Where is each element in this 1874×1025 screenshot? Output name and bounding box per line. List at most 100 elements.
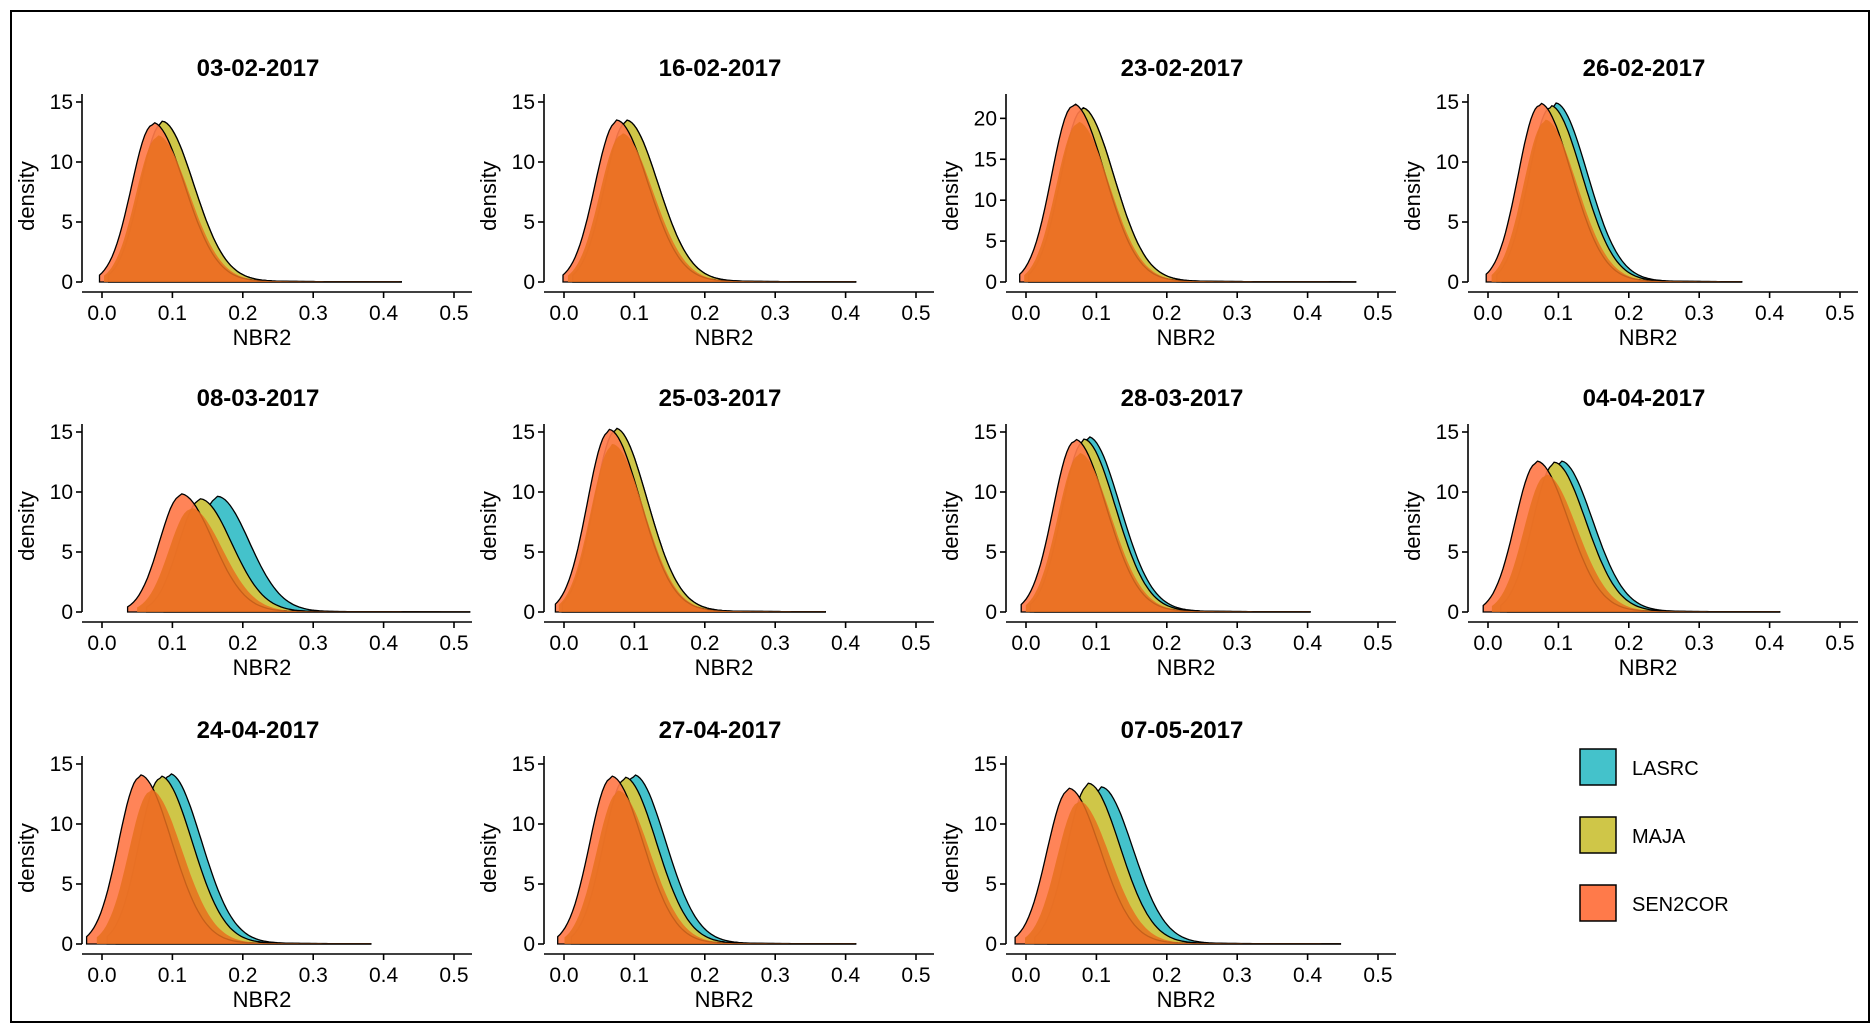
- density-panel: 27-04-2017 0 5 10 15 0.0 0.1 0.2 0.3 0.4 0.5 NBR2 de…: [476, 717, 934, 1012]
- x-tick-label: 0.0: [1011, 302, 1040, 325]
- x-tick-label: 0.4: [1293, 302, 1323, 325]
- density-panel: 08-03-2017 0 5 10 15 0.0 0.1 0.2 0.3 0.4 0.5 NBR2 de…: [14, 385, 472, 680]
- density-panel: 16-02-2017 0 5 10 15 0.0 0.1 0.2 0.3 0.4 0.5 NBR2 de…: [476, 55, 934, 350]
- y-tick-label: 15: [512, 421, 535, 444]
- x-tick-label: 0.2: [690, 302, 719, 325]
- y-tick-label: 0: [61, 271, 73, 294]
- y-tick-label: 0: [61, 601, 73, 624]
- x-tick-label: 0.5: [439, 632, 468, 655]
- y-tick-label: 5: [61, 211, 73, 234]
- density-overlap: [564, 790, 856, 944]
- x-tick-label: 0.3: [1223, 964, 1252, 987]
- x-tick-label: 0.2: [1152, 632, 1181, 655]
- x-tick-label: 0.1: [158, 632, 187, 655]
- x-tick-label: 0.2: [228, 632, 257, 655]
- legend: LASRC MAJA SEN2COR: [1579, 748, 1729, 922]
- panel-title: 08-03-2017: [197, 385, 320, 412]
- x-tick-label: 0.5: [901, 964, 930, 987]
- density-panel: 07-05-2017 0 5 10 15 0.0 0.1 0.2 0.3 0.4 0.5 NBR2 de…: [938, 717, 1396, 1012]
- density-overlap: [1025, 453, 1310, 612]
- x-tick-label: 0.4: [831, 302, 861, 325]
- x-tick-label: 0.2: [690, 964, 719, 987]
- y-tick-label: 10: [974, 813, 997, 836]
- y-tick-label: 5: [61, 541, 73, 564]
- y-axis-title: density: [938, 161, 963, 231]
- x-tick-label: 0.5: [1363, 632, 1392, 655]
- x-axis-title: NBR2: [695, 325, 754, 350]
- y-tick-label: 5: [523, 873, 535, 896]
- legend-swatch-lasrc: [1579, 748, 1617, 786]
- density-panel: 03-02-2017 0 5 10 15 0.0 0.1 0.2 0.3 0.4 0.5 NBR2 de…: [14, 55, 472, 350]
- y-tick-label: 15: [974, 148, 997, 171]
- density-overlap: [558, 443, 826, 612]
- x-tick-label: 0.3: [1685, 302, 1714, 325]
- x-axis-title: NBR2: [1157, 987, 1216, 1012]
- panel-title: 03-02-2017: [197, 55, 320, 82]
- panel-title: 27-04-2017: [659, 717, 782, 744]
- x-tick-label: 0.2: [1152, 302, 1181, 325]
- density-overlap: [104, 135, 402, 282]
- x-tick-label: 0.4: [1293, 632, 1323, 655]
- y-axis-title: density: [938, 823, 963, 893]
- density-panel: 04-04-2017 0 5 10 15 0.0 0.1 0.2 0.3 0.4 0.5 NBR2 de…: [1400, 385, 1858, 680]
- density-panel: 23-02-2017 0 5 10 15 20 0.0 0.1 0.2 0.3 0.4 0.5 NBR2…: [938, 55, 1396, 350]
- legend-label-lasrc: LASRC: [1632, 758, 1699, 780]
- x-tick-label: 0.2: [1614, 632, 1643, 655]
- density-overlap: [1025, 800, 1341, 944]
- x-axis-title: NBR2: [233, 325, 292, 350]
- y-tick-label: 10: [50, 481, 73, 504]
- x-tick-label: 0.3: [1223, 302, 1252, 325]
- x-tick-label: 0.4: [369, 632, 399, 655]
- density-overlap: [1491, 474, 1780, 612]
- y-tick-label: 15: [1436, 91, 1459, 114]
- x-tick-label: 0.1: [158, 964, 187, 987]
- x-tick-label: 0.3: [1685, 632, 1714, 655]
- x-tick-label: 0.0: [1011, 964, 1040, 987]
- legend-swatch-sen2cor: [1579, 884, 1617, 922]
- y-axis-title: density: [14, 161, 39, 231]
- y-tick-label: 15: [512, 91, 535, 114]
- y-tick-label: 15: [974, 421, 997, 444]
- x-tick-label: 0.3: [299, 302, 328, 325]
- y-axis-title: density: [476, 161, 501, 231]
- x-tick-label: 0.3: [299, 964, 328, 987]
- x-tick-label: 0.0: [549, 302, 578, 325]
- y-axis-title: density: [476, 491, 501, 561]
- x-tick-label: 0.0: [87, 302, 116, 325]
- x-tick-label: 0.0: [1473, 302, 1502, 325]
- x-tick-label: 0.1: [1544, 302, 1573, 325]
- density-plots-svg: 03-02-2017 0 5 10 15 0.0 0.1 0.2 0.3 0.4 0.5 NBR2 de…: [14, 55, 1858, 1012]
- x-tick-label: 0.5: [1825, 302, 1854, 325]
- y-axis-title: density: [14, 823, 39, 893]
- y-tick-label: 5: [985, 230, 997, 253]
- panel-title: 16-02-2017: [659, 55, 782, 82]
- y-tick-label: 15: [50, 753, 73, 776]
- x-tick-label: 0.3: [761, 964, 790, 987]
- density-panel: 25-03-2017 0 5 10 15 0.0 0.1 0.2 0.3 0.4 0.5 NBR2 de…: [476, 385, 934, 680]
- y-tick-label: 0: [61, 933, 73, 956]
- x-tick-label: 0.0: [549, 632, 578, 655]
- density-overlap: [1491, 119, 1742, 282]
- x-axis-title: NBR2: [1619, 325, 1678, 350]
- panel-title: 26-02-2017: [1583, 55, 1706, 82]
- y-tick-label: 0: [985, 933, 997, 956]
- panel-title: 25-03-2017: [659, 385, 782, 412]
- x-tick-label: 0.0: [549, 964, 578, 987]
- y-axis-title: density: [938, 491, 963, 561]
- density-panel: 28-03-2017 0 5 10 15 0.0 0.1 0.2 0.3 0.4 0.5 NBR2 de…: [938, 385, 1396, 680]
- y-tick-label: 20: [974, 107, 997, 130]
- panel-title: 04-04-2017: [1583, 385, 1706, 412]
- y-tick-label: 0: [523, 933, 535, 956]
- y-tick-label: 10: [974, 481, 997, 504]
- y-axis-title: density: [1400, 491, 1425, 561]
- density-overlap: [137, 508, 470, 612]
- y-axis-title: density: [476, 823, 501, 893]
- y-tick-label: 0: [1447, 271, 1459, 294]
- x-tick-label: 0.5: [1363, 964, 1392, 987]
- y-tick-label: 10: [50, 813, 73, 836]
- x-tick-label: 0.1: [1544, 632, 1573, 655]
- x-tick-label: 0.5: [1363, 302, 1392, 325]
- y-tick-label: 0: [523, 271, 535, 294]
- x-axis-title: NBR2: [233, 655, 292, 680]
- x-tick-label: 0.1: [1082, 302, 1111, 325]
